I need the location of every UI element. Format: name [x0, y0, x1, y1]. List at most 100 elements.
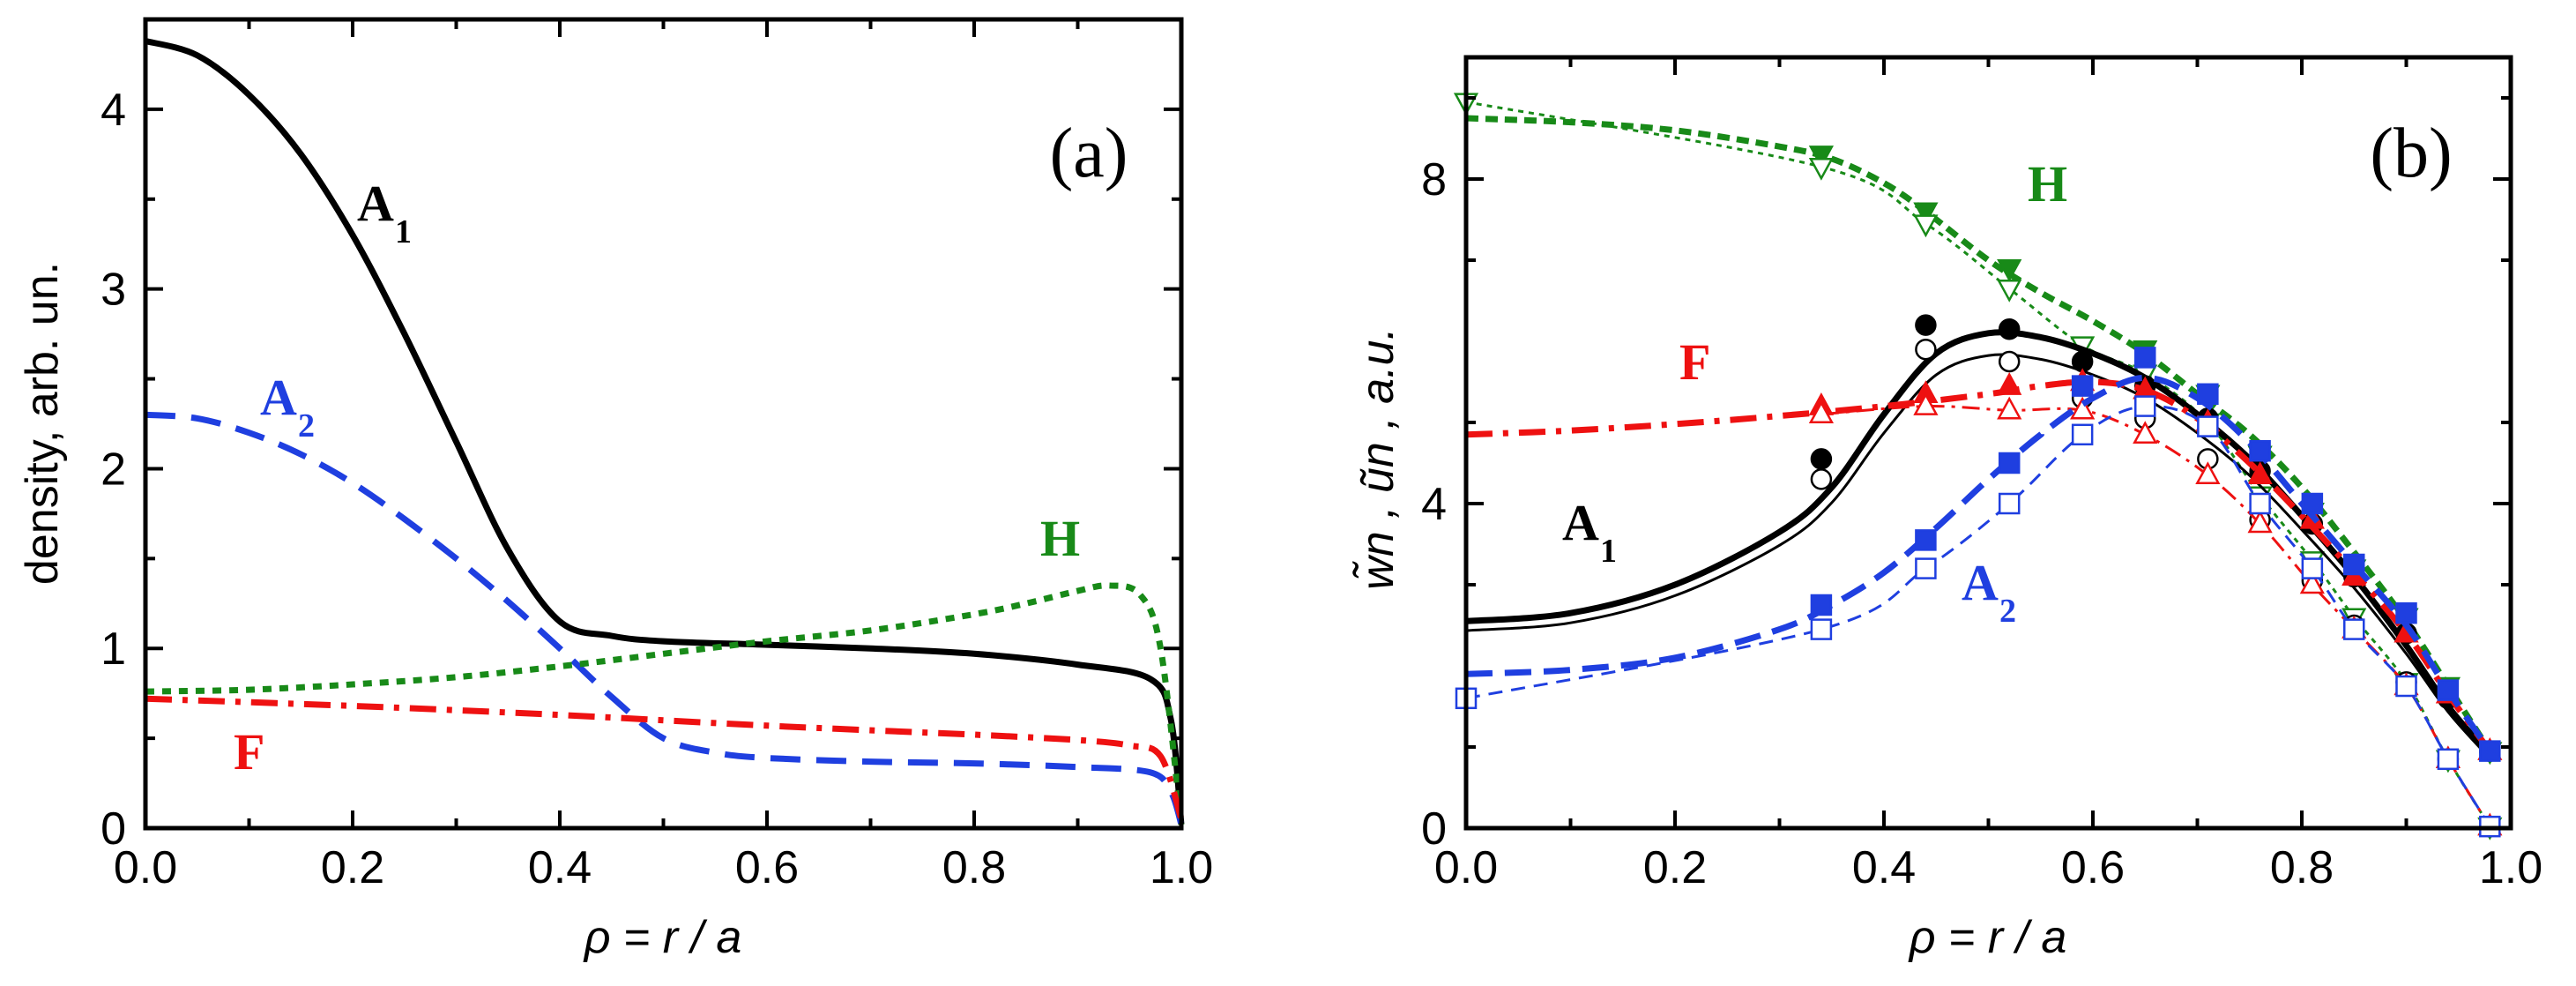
marker-filled-a2 — [2437, 679, 2460, 701]
marker-filled-a2 — [2395, 601, 2417, 624]
label-h: H — [1040, 510, 1080, 567]
series-curve-thin-a2 — [1465, 404, 2491, 827]
marker-filled-a2 — [2343, 553, 2365, 576]
series-curve-thick-f — [1465, 378, 2493, 753]
panel-a-label: (a) — [1050, 115, 1128, 192]
marker-filled-h — [1913, 202, 1939, 226]
marker-filled-a1 — [1915, 314, 1937, 336]
y-tick-label: 4 — [1421, 479, 1447, 530]
marker-filled-a1 — [1998, 317, 2021, 340]
panel-b-ticks: 0.0 0.2 0.4 0.6 0.8 1.0 0 4 8 — [1421, 57, 2542, 893]
series-line-a1 — [145, 38, 1185, 825]
panel-b-ylabel: w̃n , ũn , a.u. — [1352, 327, 1403, 590]
panel-a-ticks: 0.0 0.2 0.4 0.6 0.8 1.0 0 1 2 3 4 — [101, 19, 1213, 893]
marker-filled-f — [1997, 371, 2022, 395]
panel-b-xlabel: ρ = r / a — [1908, 912, 2067, 963]
marker-filled-a2 — [2301, 492, 2324, 515]
y-tick-label: 0 — [101, 803, 126, 855]
panel-b-frame — [1463, 55, 2513, 831]
marker-filled-h — [1808, 146, 1835, 169]
y-tick-label: 2 — [101, 444, 126, 495]
series-curve-thick-h — [1465, 115, 2493, 753]
marker-open-f — [2195, 461, 2221, 485]
panel-a-xlabel: ρ = r / a — [583, 912, 742, 963]
marker-open-a2 — [2071, 423, 2094, 446]
marker-open-f — [1913, 392, 1939, 415]
marker-filled-a2 — [1915, 529, 1937, 551]
panel-a-label-a2: A 2 — [260, 369, 315, 444]
marker-open-a2 — [2395, 675, 2417, 698]
label-a2-b-main: A — [1962, 554, 1999, 611]
panel-a-label-a1: A 1 — [357, 175, 412, 250]
panel-b-label: (b) — [2370, 115, 2452, 192]
panel-b: 0.0 0.2 0.4 0.6 0.8 1.0 0 4 8 (b) ρ = r / a w̃n … — [1352, 55, 2542, 963]
x-tick-label: 0.0 — [1434, 842, 1498, 893]
panel-b-plot-area — [1453, 93, 2503, 840]
marker-open-a1 — [1998, 350, 2021, 373]
marker-open-f — [2299, 571, 2325, 594]
x-tick-label: 0.8 — [2270, 842, 2334, 893]
label-a2-main: A — [260, 369, 297, 426]
x-tick-label: 0.6 — [2061, 842, 2125, 893]
label-f: F — [234, 723, 264, 781]
label-a1-main: A — [357, 175, 394, 232]
marker-filled-a2 — [2071, 375, 2094, 397]
y-tick-label: 4 — [101, 85, 126, 136]
marker-filled-f — [2247, 461, 2273, 485]
marker-open-h — [1808, 157, 1835, 181]
marker-open-a2 — [2197, 415, 2219, 437]
series-curve-thin-a1 — [1465, 353, 2491, 759]
x-tick-label: 0.8 — [942, 842, 1006, 893]
marker-open-f — [2247, 510, 2273, 534]
series-curve-thin-f — [1820, 405, 2491, 827]
marker-open-a2 — [2134, 395, 2156, 417]
series-curve-thick-a2 — [1465, 374, 2493, 753]
marker-filled-a2 — [2479, 740, 2501, 762]
marker-open-f — [1808, 400, 1835, 424]
x-tick-label: 0.0 — [114, 842, 177, 893]
marker-open-a2 — [1998, 492, 2021, 515]
marker-open-h — [1913, 214, 1939, 238]
marker-open-f — [2070, 396, 2096, 420]
label-a1-b-sub: 1 — [1600, 533, 1617, 570]
label-a1-b-main: A — [1562, 494, 1599, 551]
label-a1-sub: 1 — [395, 213, 412, 250]
x-tick-label: 1.0 — [2479, 842, 2542, 893]
label-a2-sub: 2 — [298, 407, 315, 444]
panel-b-label-a2: A 2 — [1962, 554, 2016, 630]
marker-filled-a1 — [1810, 448, 1833, 470]
marker-open-h — [1997, 279, 2022, 303]
series-line-h — [145, 582, 1185, 825]
x-tick-label: 1.0 — [1150, 842, 1213, 893]
marker-filled-a2 — [2249, 439, 2271, 462]
series-line-a2 — [145, 411, 1185, 825]
x-tick-label: 0.4 — [1852, 842, 1916, 893]
x-tick-label: 0.2 — [1643, 842, 1707, 893]
marker-filled-h — [1997, 258, 2022, 282]
marker-open-f — [1997, 396, 2022, 420]
panel-b-label-a1: A 1 — [1562, 494, 1617, 570]
y-tick-label: 8 — [1421, 154, 1447, 205]
marker-open-a1 — [1915, 338, 1937, 361]
marker-open-a2 — [2301, 557, 2324, 579]
marker-open-a2 — [2249, 492, 2271, 515]
marker-open-a2 — [1810, 618, 1833, 640]
x-tick-label: 0.2 — [321, 842, 384, 893]
marker-filled-a2 — [2134, 347, 2156, 369]
marker-filled-a2 — [1998, 452, 2021, 474]
marker-open-a2 — [2437, 748, 2460, 771]
panel-a-ylabel: density, arb. un. — [17, 262, 68, 585]
panel-a-plot-area — [145, 38, 1185, 825]
marker-filled-a2 — [2197, 383, 2219, 406]
panel-a: 0.0 0.2 0.4 0.6 0.8 1.0 0 1 2 3 4 (a) ρ = r / a de… — [17, 17, 1213, 963]
marker-open-f — [2133, 421, 2158, 444]
series-line-f — [145, 695, 1185, 820]
marker-open-a1 — [1810, 468, 1833, 490]
x-tick-label: 0.6 — [735, 842, 799, 893]
y-tick-label: 0 — [1421, 803, 1447, 855]
marker-open-a2 — [2343, 618, 2365, 640]
marker-open-a2 — [1915, 557, 1937, 579]
label-a2-b-sub: 2 — [1999, 593, 2016, 630]
x-tick-label: 0.4 — [528, 842, 592, 893]
